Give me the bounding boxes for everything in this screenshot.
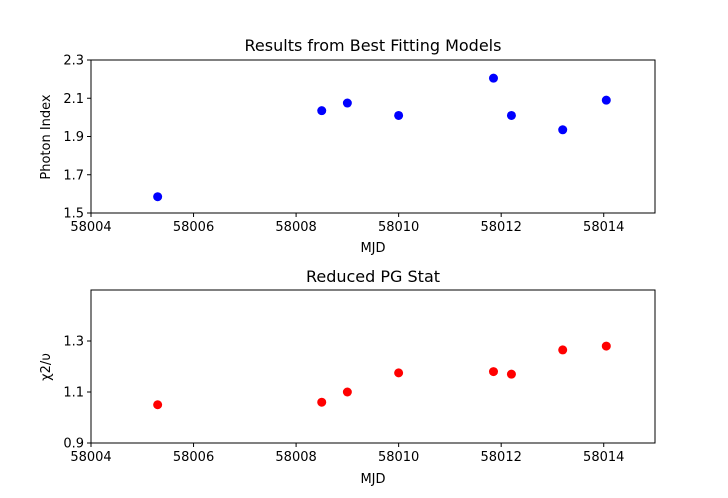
data-point: [394, 368, 404, 378]
x-tick-label: 58010: [378, 450, 419, 465]
data-point: [342, 98, 352, 108]
tick-layer: 58004 58006 58008 58010 58012 58014 1.5 1.7 1.9 2…: [63, 54, 624, 236]
data-point: [506, 369, 516, 379]
tick-layer: 58004 58006 58008 58010 58012 58014 0.9 1.1 1.3: [63, 335, 624, 466]
y-axis-label: Photon Index: [39, 94, 54, 180]
y-tick-label: 2.3: [63, 54, 84, 69]
x-tick-label: 58014: [583, 450, 624, 465]
y-tick-label: 1.1: [63, 386, 84, 401]
data-point: [601, 341, 611, 351]
plot-frame: [90, 289, 656, 444]
x-tick-label: 58006: [173, 450, 214, 465]
plot-frame: [90, 59, 656, 214]
x-axis-label: MJD: [360, 472, 385, 487]
panel-reduced-pg-stat: Reduced PG Stat 58004 58006 58008 58010 5801…: [39, 267, 656, 487]
x-tick-label: 58010: [378, 220, 419, 235]
y-tick-label: 2.1: [63, 92, 84, 107]
points-layer: [153, 73, 611, 202]
x-tick-label: 58014: [583, 220, 624, 235]
x-tick-label: 58004: [70, 450, 111, 465]
x-tick-label: 58006: [173, 220, 214, 235]
x-tick-label: 58008: [275, 450, 316, 465]
chart-title: Results from Best Fitting Models: [245, 36, 502, 55]
data-point: [506, 110, 516, 120]
x-axis-label: MJD: [360, 241, 385, 256]
data-point: [488, 73, 498, 83]
data-point: [488, 367, 498, 377]
chart-title: Reduced PG Stat: [306, 267, 440, 286]
x-tick-label: 58012: [481, 220, 522, 235]
data-point: [558, 345, 568, 355]
y-tick-label: 1.3: [63, 335, 84, 350]
y-axis-label: χ2/υ: [39, 353, 54, 381]
data-point: [558, 125, 568, 135]
points-layer: [153, 341, 611, 410]
y-tick-label: 1.9: [63, 130, 84, 145]
y-tick-label: 1.5: [63, 207, 84, 222]
y-tick-label: 1.7: [63, 168, 84, 183]
data-point: [394, 110, 404, 120]
x-tick-label: 58012: [481, 450, 522, 465]
data-point: [601, 95, 611, 105]
data-point: [342, 387, 352, 397]
x-tick-label: 58008: [275, 220, 316, 235]
x-tick-label: 58004: [70, 220, 111, 235]
data-point: [153, 400, 163, 410]
data-point: [317, 397, 327, 407]
y-tick-label: 0.9: [63, 437, 84, 452]
panel-photon-index: Results from Best Fitting Models 58004 58…: [39, 36, 656, 256]
data-point: [317, 106, 327, 116]
data-point: [153, 192, 163, 202]
